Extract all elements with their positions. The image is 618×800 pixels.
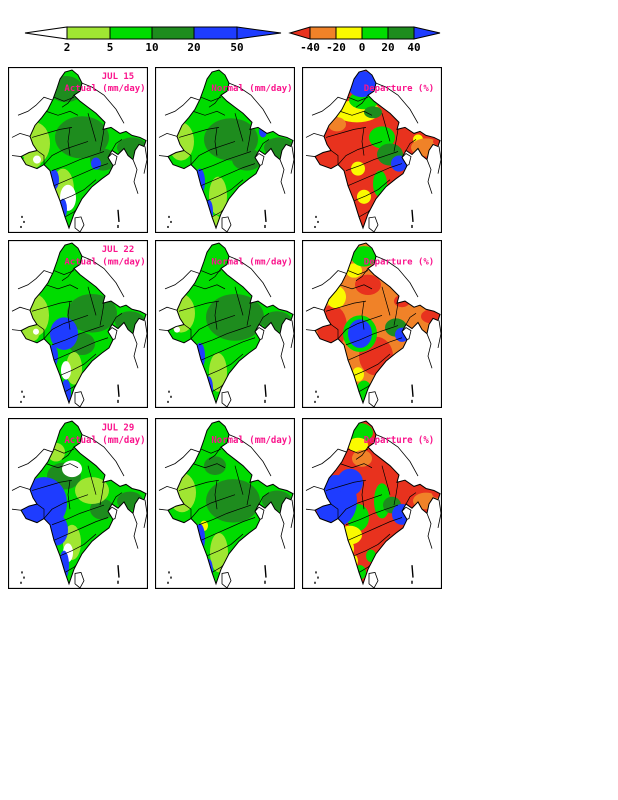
map-region-blob [210,533,228,573]
map-region-blob [61,361,71,380]
rainfall-segment-20-50 [193,26,238,40]
map-region-blob [351,161,365,176]
map-region-blob [348,319,372,348]
map-region-blob [67,293,117,333]
map-region-blob [66,352,82,385]
tick-label: 2 [64,41,71,54]
panel-variable-label: Departure (%) [364,435,434,446]
map-region-blob [209,353,227,392]
map-panel-jul29-normal: Normal (mm/day) [155,418,295,589]
panel-date-label: JUL 15 [102,72,134,82]
panel-variable-label: Departure (%) [364,84,434,94]
map-region-blob [75,477,109,505]
tick-label: -40 [300,41,320,54]
departure-segment-0-20 [361,26,389,40]
tick-label: 5 [107,41,114,54]
map-region-blob [206,293,264,341]
panel-variable-label: Actual (mm/day) [64,435,145,446]
map-region-blob [433,137,440,146]
map-panel-jul15-normal: Normal (mm/day) [155,67,295,233]
map-region-blob [90,498,114,520]
tick-label: 0 [359,41,366,54]
panel-date-label: JUL 22 [102,245,135,255]
map-region-blob [351,246,377,267]
map-region-blob [355,274,381,295]
map-region-blob [33,328,39,335]
panel-variable-label: Actual (mm/day) [64,84,145,94]
tick-label: -20 [326,41,346,54]
map-region-blob [206,479,260,523]
map-panel-jul29-departure: Departure (%) [302,418,442,589]
panel-variable-label: Actual (mm/day) [64,257,145,267]
rainfall-high-arrow [236,26,282,40]
departure-segment-n40-n20 [309,26,337,40]
map-panel-jul15-actual: JUL 15 Actual (mm/day) [8,67,148,233]
map-panel-jul22-departure: Departure (%) [302,240,442,408]
rainfall-low-arrow [24,26,68,40]
map-region-blob [204,456,226,475]
departure-segment-n20-0 [335,26,363,40]
map-region-blob [348,437,368,453]
departure-legend: -40 -20 0 20 40 [288,26,441,54]
map-region-blob [62,460,82,478]
map-region-blob [337,468,363,496]
map-panel-jul22-normal: Normal (mm/day) [155,240,295,408]
panel-variable-label: Normal (mm/day) [211,84,292,94]
tick-label: 10 [145,41,158,54]
panel-variable-label: Normal (mm/day) [211,257,292,267]
map-region-blob [352,450,372,467]
map-region-blob [50,317,78,350]
rainfall-segment-10-20 [151,26,195,40]
panel-variable-label: Normal (mm/day) [211,435,292,446]
tick-label: 20 [187,41,200,54]
map-region-blob [364,106,382,119]
panel-variable-label: Departure (%) [364,257,434,267]
rainfall-legend: 2 5 10 20 50 [24,26,282,54]
departure-segment-20-40 [387,26,415,40]
map-region-blob [232,148,262,171]
tick-label: 20 [381,41,394,54]
rainfall-segment-2-5 [66,26,111,40]
departure-low-arrow [288,26,311,40]
map-panel-jul22-actual: JUL 22 Actual (mm/day) [8,240,148,408]
tick-label: 40 [407,41,420,54]
map-panel-jul29-actual: JUL 29 Actual (mm/day) [8,418,148,589]
tick-label: 50 [230,41,243,54]
map-panel-jul15-departure: Departure (%) [302,67,442,233]
map-region-blob [209,176,227,215]
map-region-blob [174,326,180,333]
map-region-blob [369,126,395,149]
map-region-blob [33,155,41,164]
map-region-blob [346,263,362,278]
rainfall-segment-5-10 [109,26,153,40]
departure-high-arrow [413,26,441,40]
panel-date-label: JUL 29 [102,422,134,433]
